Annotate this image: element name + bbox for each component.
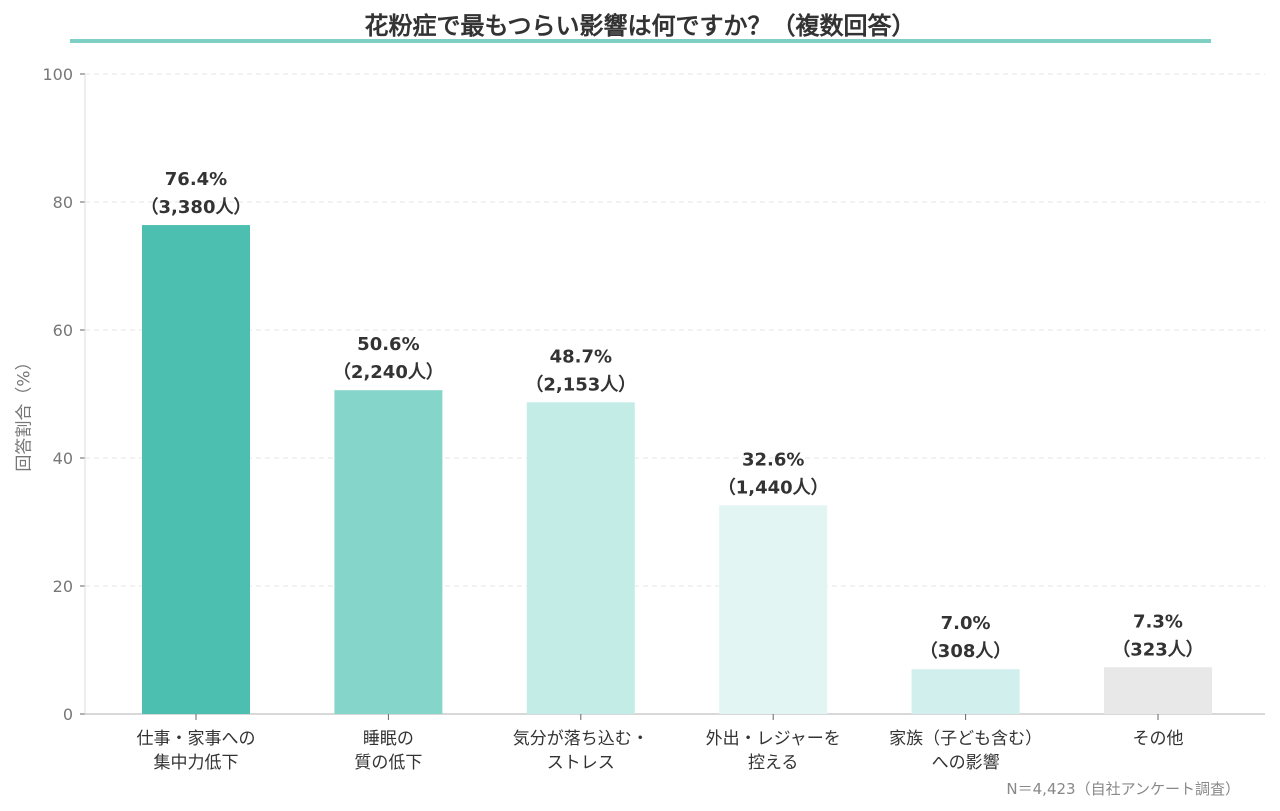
x-tick-label: 気分が落ち込む・ — [513, 729, 649, 749]
x-tick-label: 控える — [748, 753, 799, 773]
percent-label: 48.7% — [550, 346, 612, 367]
count-label: （308人） — [920, 641, 1012, 662]
bar — [911, 669, 1020, 714]
y-tick-label: 20 — [53, 577, 73, 596]
sample-note: N＝4,423（自社アンケート調査） — [1006, 780, 1240, 798]
bar — [719, 505, 828, 714]
y-tick-label: 40 — [53, 449, 73, 468]
count-label: （1,440人） — [718, 477, 829, 498]
y-tick-label: 0 — [63, 705, 73, 724]
x-tick-label: その他 — [1133, 729, 1184, 749]
x-tick-label: 仕事・家事への — [137, 729, 256, 749]
bar — [526, 402, 635, 714]
x-tick-label: 質の低下 — [354, 753, 422, 773]
x-tick-label: 家族（子ども含む） — [889, 729, 1042, 749]
percent-label: 76.4% — [165, 169, 227, 190]
y-tick-label: 100 — [42, 65, 73, 84]
title-underline — [70, 39, 1211, 43]
percent-label: 50.6% — [357, 334, 419, 355]
y-tick-label: 80 — [53, 193, 73, 212]
chart-title: 花粉症で最もつらい影響は何ですか？（複数回答） — [364, 12, 916, 40]
percent-label: 32.6% — [742, 449, 804, 470]
x-tick-label: 外出・レジャーを — [706, 729, 841, 749]
bar — [1104, 667, 1212, 714]
x-tick-label: ストレス — [547, 753, 615, 773]
bar — [334, 390, 443, 714]
bar — [142, 225, 250, 715]
percent-label: 7.3% — [1133, 611, 1183, 632]
y-tick-label: 60 — [53, 321, 73, 340]
count-label: （2,240人） — [333, 362, 444, 383]
x-tick-label: への影響 — [932, 753, 1000, 773]
x-tick-label: 集中力低下 — [154, 753, 239, 773]
x-tick-label: 睡眠の — [363, 729, 414, 749]
percent-label: 7.0% — [941, 613, 991, 634]
count-label: （3,380人） — [141, 197, 252, 218]
count-label: （323人） — [1112, 639, 1204, 660]
count-label: （2,153人） — [525, 374, 636, 395]
